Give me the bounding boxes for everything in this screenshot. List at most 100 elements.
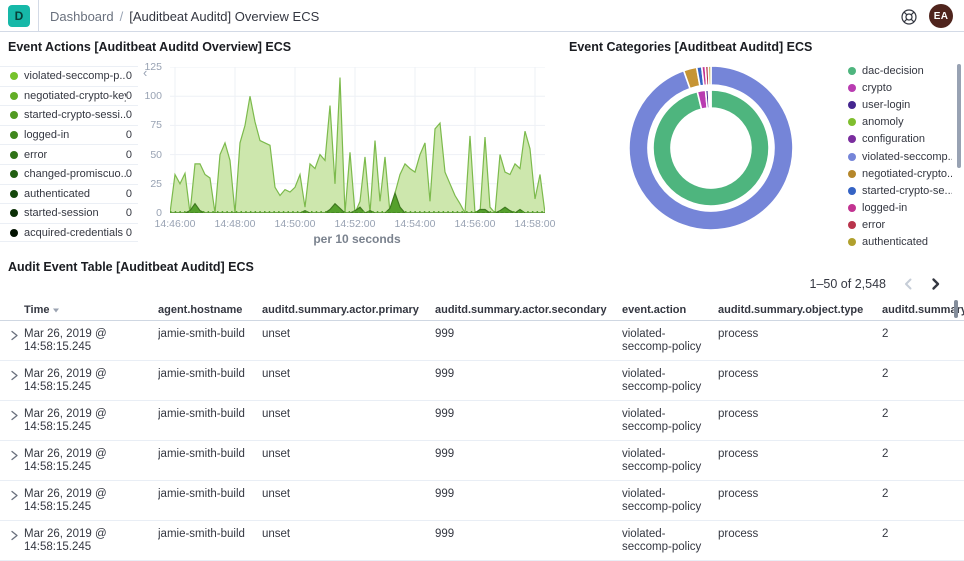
column-header[interactable]: auditd.summary.object.type	[718, 304, 864, 316]
legend-item-label: logged-in	[862, 202, 908, 215]
legend-item-value: 0	[125, 207, 132, 220]
table-cell: 999	[435, 528, 455, 540]
table-row: Mar 26, 2019 @ 14:58:15.245 jamie-smith-b…	[0, 521, 964, 561]
legend-item[interactable]: negotiated-crypto-key 0	[0, 85, 138, 106]
legend-color-dot	[848, 118, 856, 127]
table-cell: 999	[435, 328, 455, 340]
column-header[interactable]: auditd.summary	[882, 304, 964, 316]
table-cell: jamie-smith-build	[158, 448, 245, 460]
legend-color-dot	[848, 186, 856, 195]
legend-item-value: 0	[125, 129, 132, 142]
expand-row-chevron-icon[interactable]	[0, 481, 24, 520]
panel-event-actions: Event Actions [Auditbeat Auditd Overview…	[0, 32, 562, 252]
expand-row-chevron-icon[interactable]	[0, 521, 24, 560]
donut-slice-violated-seccomp-policy[interactable]	[628, 65, 794, 231]
legend-scrollbar-thumb[interactable]	[957, 64, 961, 168]
legend-item[interactable]: started-crypto-se...	[848, 182, 952, 199]
legend-item-label: acquired-credentials	[24, 226, 124, 239]
legend-color-dot	[848, 100, 856, 109]
legend-item-label: authenticated	[862, 236, 929, 249]
legend-item[interactable]: error	[848, 217, 952, 234]
legend-item[interactable]: acquired-credentials 0	[0, 222, 138, 243]
table-cell: unset	[262, 448, 291, 460]
table-cell: 2	[882, 368, 889, 380]
table-cell: violated-seccomp-policy	[622, 528, 702, 553]
legend-color-dot	[10, 228, 18, 237]
legend-color-dot	[848, 238, 856, 247]
table-cell: Mar 26, 2019 @ 14:58:15.245	[24, 488, 107, 513]
y-axis-tick-label: 25	[150, 177, 162, 190]
expand-row-chevron-icon[interactable]	[0, 321, 24, 360]
column-header[interactable]: Time	[24, 304, 158, 316]
breadcrumb-separator: /	[119, 8, 124, 24]
column-header[interactable]: event.action	[622, 304, 687, 316]
legend-item[interactable]: dac-decision	[848, 62, 952, 79]
column-header[interactable]: auditd.summary.actor.primary	[262, 304, 419, 316]
legend-item[interactable]: started-session 0	[0, 203, 138, 223]
user-avatar[interactable]: EA	[929, 4, 953, 28]
legend-item-value: 0	[125, 148, 132, 161]
table-row: Mar 26, 2019 @ 14:58:15.245 jamie-smith-b…	[0, 441, 964, 481]
legend-color-dot	[10, 131, 18, 140]
breadcrumb-dashboard-link[interactable]: Dashboard	[50, 8, 114, 24]
table-scrollbar-thumb[interactable]	[954, 300, 958, 318]
table-cell: process	[718, 408, 759, 420]
table-cell: Mar 26, 2019 @ 14:58:15.245	[24, 448, 107, 473]
table-cell: violated-seccomp-policy	[622, 328, 702, 353]
legend-item[interactable]: logged-in 0	[0, 124, 138, 145]
legend-item[interactable]: crypto	[848, 79, 952, 96]
legend-collapse-icon[interactable]: ‹	[143, 65, 148, 80]
y-axis-tick-label: 75	[150, 119, 162, 132]
legend-item[interactable]: started-crypto-sessi... 0	[0, 105, 138, 125]
legend-color-dot	[848, 83, 856, 92]
table-cell: 2	[882, 328, 889, 340]
expand-row-chevron-icon[interactable]	[0, 441, 24, 480]
legend-item[interactable]: negotiated-crypto...	[848, 165, 952, 182]
x-axis-tick-label: 14:54:00	[394, 218, 436, 230]
expand-row-chevron-icon[interactable]	[0, 401, 24, 440]
previous-page-button[interactable]	[896, 272, 920, 296]
legend-color-dot	[848, 169, 856, 178]
legend-item[interactable]: violated-seccomp...	[848, 148, 952, 165]
donut-slice-authenticated[interactable]	[707, 65, 712, 86]
event-categories-donut-chart[interactable]	[625, 62, 797, 239]
legend-item[interactable]: configuration	[848, 131, 952, 148]
legend-item[interactable]: changed-promiscuo... 0	[0, 163, 138, 184]
expand-row-chevron-icon[interactable]	[0, 361, 24, 400]
legend-color-dot	[848, 135, 856, 144]
help-lifebuoy-icon[interactable]	[900, 8, 918, 26]
table-cell: Mar 26, 2019 @ 14:58:15.245	[24, 408, 107, 433]
table-row: Mar 26, 2019 @ 14:58:15.245 jamie-smith-b…	[0, 401, 964, 441]
legend-item[interactable]: violated-seccomp-p... 0	[0, 66, 138, 86]
legend-item[interactable]: authenticated 0	[0, 183, 138, 204]
table-cell: unset	[262, 488, 291, 500]
app-logo[interactable]: D	[8, 5, 30, 27]
y-axis-tick-label: 100	[144, 90, 162, 103]
legend-item[interactable]: user-login	[848, 96, 952, 113]
legend-item[interactable]: error 0	[0, 144, 138, 164]
donut-slice-configuration[interactable]	[709, 89, 712, 109]
table-cell: process	[718, 368, 759, 380]
table-cell: 999	[435, 368, 455, 380]
legend-item[interactable]: authenticated	[848, 234, 952, 251]
legend-item-value: 0	[125, 226, 132, 239]
event-actions-panel-title: Event Actions [Auditbeat Auditd Overview…	[8, 40, 292, 54]
table-cell: unset	[262, 408, 291, 420]
next-page-button[interactable]	[924, 272, 948, 296]
column-header[interactable]: auditd.summary.actor.secondary	[435, 304, 607, 316]
legend-item[interactable]: anomoly	[848, 114, 952, 131]
legend-color-dot	[10, 91, 18, 100]
donut-slice-dac-decision[interactable]	[652, 89, 770, 207]
pagination: 1–50 of 2,548	[810, 272, 948, 296]
table-header-row: Time agent.hostname auditd.summary.actor.p…	[0, 300, 964, 321]
legend-item-label: anomoly	[862, 116, 904, 129]
legend-item-value: 0	[125, 168, 132, 181]
x-axis-tick-label: 14:56:00	[454, 218, 496, 230]
legend-color-dot	[10, 111, 18, 120]
x-axis-tick-label: 14:52:00	[334, 218, 376, 230]
column-header[interactable]: agent.hostname	[158, 304, 243, 316]
legend-item-value: 0	[125, 109, 132, 122]
legend-item[interactable]: logged-in	[848, 200, 952, 217]
legend-item-label: logged-in	[24, 129, 70, 142]
table-cell: 2	[882, 408, 889, 420]
